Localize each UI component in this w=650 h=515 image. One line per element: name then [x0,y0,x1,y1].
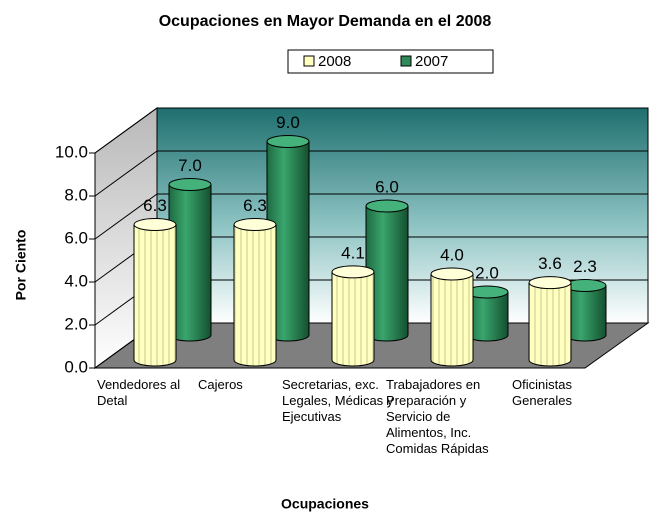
bar-body [234,224,276,360]
bar-top [266,135,310,148]
value-label: 3.6 [538,254,562,273]
grid-line [94,150,158,197]
y-tick-label: 4.0 [64,271,88,290]
chart-title: Ocupaciones en Mayor Demanda en el 2008 [159,13,492,30]
grid-line [94,107,158,154]
y-tick-label: 10.0 [55,142,88,161]
legend-swatch [303,55,315,67]
x-tick-label: Trabajadores en Preparación y Servicio d… [386,377,489,456]
value-label: 4.1 [341,243,365,262]
bar [430,267,474,367]
value-label: 9.0 [276,113,300,132]
bar-top [365,199,409,213]
legend-swatch [400,55,412,67]
bar-top [233,218,277,232]
bar-top [528,276,572,290]
bar-body [431,274,473,360]
bar [133,218,177,367]
legend-label: 2008 [318,53,351,70]
value-label: 2.0 [475,263,499,282]
bar-body [529,282,571,360]
x-tick-label: Cajeros [198,377,243,392]
bar-body [332,271,374,360]
value-label: 6.0 [375,177,399,196]
value-label: 4.0 [440,245,464,264]
bar-top [133,218,177,232]
grid-line [94,193,158,240]
y-tick-label: 2.0 [64,314,88,333]
y-tick-label: 8.0 [64,185,88,204]
y-axis-title: Por Ciento [13,230,29,301]
bar-top [168,178,212,191]
legend-label: 2007 [415,53,448,70]
value-label: 6.3 [243,196,267,215]
bar [528,276,572,367]
bar-body [134,224,176,360]
y-tick-label: 0.0 [64,357,88,376]
bar [331,265,375,367]
value-label: 7.0 [178,156,202,175]
value-label: 6.3 [143,196,167,215]
bar-top [331,265,375,279]
legend-box [287,49,494,74]
x-tick-label: Secretarias, exc. Legales, Médicas y Eje… [282,377,394,424]
y-tick-label: 6.0 [64,228,88,247]
x-tick-label: Vendedores al Detal [97,377,181,408]
bar-top [430,267,474,281]
x-axis-title: Ocupaciones [281,496,369,512]
x-tick-label: Oficinistas Generales [512,377,572,408]
value-label: 2.3 [573,257,597,276]
bar [233,218,277,367]
